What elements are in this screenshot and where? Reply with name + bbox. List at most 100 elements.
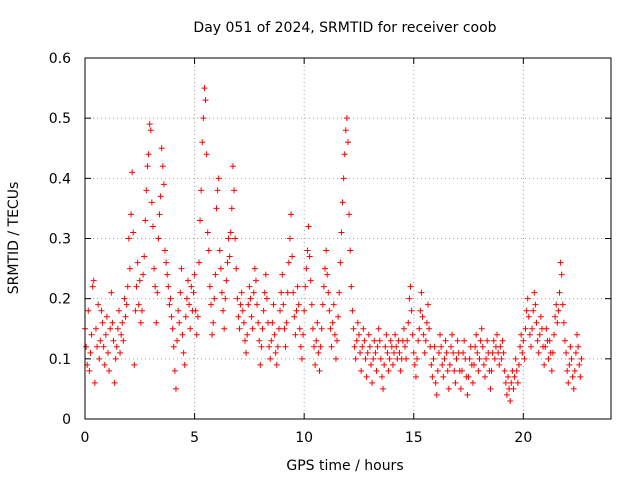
data-point (533, 319, 540, 326)
data-point (552, 313, 559, 320)
data-point (355, 331, 362, 338)
data-point (281, 325, 288, 332)
data-point (225, 235, 232, 242)
data-point (407, 283, 414, 290)
data-point (502, 379, 509, 386)
data-point (296, 325, 303, 332)
data-point (315, 349, 322, 356)
data-point (529, 325, 536, 332)
data-point (183, 295, 190, 302)
chart-title: Day 051 of 2024, SRMTID for receiver coo… (193, 20, 496, 36)
data-point (200, 115, 207, 122)
data-point (490, 337, 497, 344)
data-point (216, 247, 223, 254)
data-point (246, 283, 253, 290)
data-point (236, 325, 243, 332)
data-point (418, 289, 425, 296)
data-point (159, 163, 166, 170)
data-point (112, 355, 119, 362)
data-point (406, 295, 413, 302)
data-point (525, 313, 532, 320)
data-point (510, 385, 517, 392)
data-point (554, 319, 561, 326)
data-point (206, 283, 213, 290)
data-point (203, 151, 210, 158)
data-point (297, 343, 304, 350)
data-point (161, 247, 168, 254)
data-point (131, 361, 138, 368)
y-tick-label: 0.6 (49, 51, 71, 67)
data-point (483, 355, 490, 362)
data-point (97, 337, 104, 344)
data-point (514, 379, 521, 386)
data-point (187, 325, 194, 332)
data-point (451, 367, 458, 374)
data-point (231, 187, 238, 194)
data-point (266, 343, 273, 350)
data-point (262, 271, 269, 278)
data-point (437, 331, 444, 338)
y-tick-label: 0.1 (49, 352, 71, 368)
data-point (122, 313, 129, 320)
data-point (138, 307, 145, 314)
data-point (385, 367, 392, 374)
data-point (257, 361, 264, 368)
data-point (477, 337, 484, 344)
data-point (487, 385, 494, 392)
data-point (286, 235, 293, 242)
data-point (423, 319, 430, 326)
data-point (149, 223, 156, 230)
data-point (491, 355, 498, 362)
data-point (249, 325, 256, 332)
data-point (298, 355, 305, 362)
data-point (555, 307, 562, 314)
data-point (163, 259, 170, 266)
data-point (227, 229, 234, 236)
data-point (224, 259, 231, 266)
data-point (320, 283, 327, 290)
data-point (521, 355, 528, 362)
data-point (106, 367, 113, 374)
data-point (535, 349, 542, 356)
data-point (98, 307, 105, 314)
data-point (329, 319, 336, 326)
y-tick-label: 0.4 (49, 171, 71, 187)
data-point (452, 379, 459, 386)
data-point (528, 343, 535, 350)
data-point (204, 229, 211, 236)
data-point (412, 373, 419, 380)
data-point (158, 145, 165, 152)
data-point (217, 265, 224, 272)
data-point (353, 337, 360, 344)
data-point (499, 337, 506, 344)
y-tick-label: 0.2 (49, 292, 71, 308)
data-point (168, 313, 175, 320)
data-point (292, 331, 299, 338)
data-point (137, 319, 144, 326)
data-point (272, 349, 279, 356)
data-point (261, 289, 268, 296)
data-point (215, 175, 222, 182)
data-point (259, 325, 266, 332)
data-point (263, 295, 270, 302)
data-point (498, 355, 505, 362)
data-point (179, 331, 186, 338)
data-point (113, 343, 120, 350)
data-point (373, 367, 380, 374)
data-point (111, 379, 118, 386)
data-point (408, 307, 415, 314)
y-tick-label: 0.5 (49, 111, 71, 127)
data-point (288, 211, 295, 218)
data-point (449, 331, 456, 338)
data-point (572, 349, 579, 356)
data-point (484, 337, 491, 344)
data-point (565, 379, 572, 386)
data-point (258, 343, 265, 350)
data-point (177, 289, 184, 296)
data-point (518, 331, 525, 338)
data-point (300, 331, 307, 338)
data-point (419, 313, 426, 320)
data-point (284, 289, 291, 296)
data-point (471, 361, 478, 368)
data-point (561, 337, 568, 344)
